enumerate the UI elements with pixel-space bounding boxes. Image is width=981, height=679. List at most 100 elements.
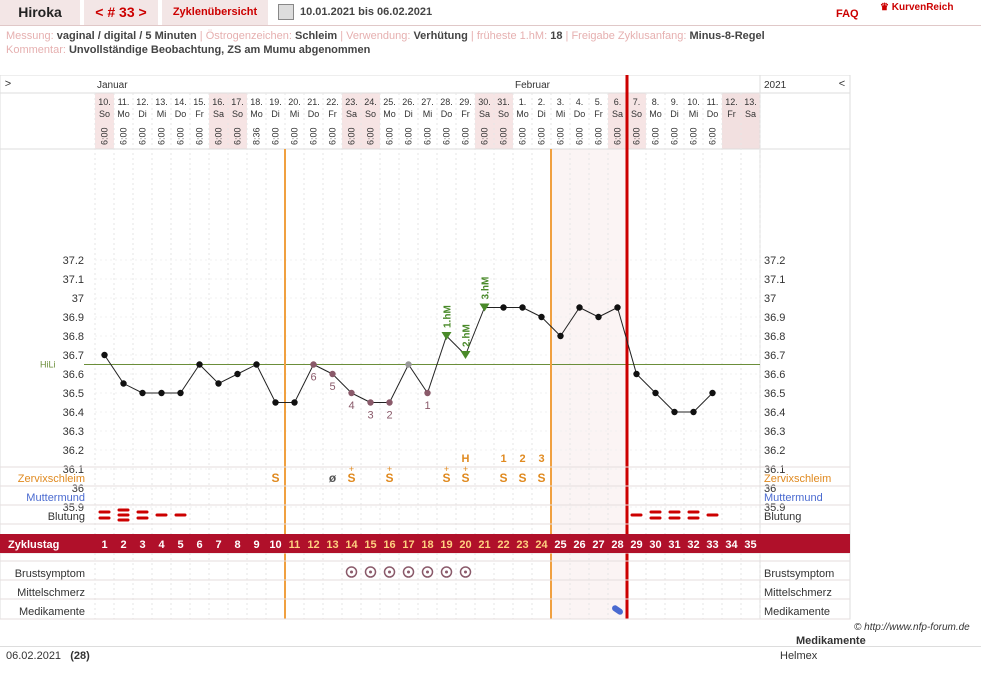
cycle-day-number: 20 [459, 539, 471, 551]
y-tick-right: 36.6 [764, 369, 785, 381]
temp-point[interactable] [367, 399, 374, 406]
y-tick-right: 36.9 [764, 312, 785, 324]
temp-point[interactable] [557, 332, 564, 340]
temp-point[interactable] [709, 389, 716, 397]
temp-point[interactable] [139, 389, 146, 397]
day-weekday: Do [441, 109, 453, 119]
temp-point[interactable] [671, 408, 678, 416]
row-label-right-meds: Medikamente [764, 606, 830, 618]
brand-logo[interactable]: ♛ KurvenReich [880, 2, 954, 13]
day-date: 26. [402, 97, 415, 107]
y-tick-left: 36.4 [63, 407, 84, 419]
y-tick-right: 37 [764, 293, 776, 305]
temp-point[interactable] [519, 304, 526, 311]
meta-line-2: Kommentar: Unvollständige Beobachtung, Z… [6, 44, 370, 56]
temp-point[interactable] [538, 313, 545, 321]
cycle-day-number: 11 [289, 539, 301, 551]
temp-point[interactable] [196, 361, 203, 368]
temp-point[interactable] [595, 313, 602, 321]
temp-point[interactable] [272, 399, 279, 406]
temp-point[interactable] [310, 361, 317, 368]
cycle-navigation[interactable]: < # 33 > [84, 0, 158, 25]
cervix-mark: 3 [538, 453, 544, 465]
temp-segment [218, 373, 238, 384]
mucus-plus: + [387, 464, 392, 474]
bleeding-mark [649, 510, 662, 514]
date-range: 10.01.2021 bis 06.02.2021 [300, 6, 433, 18]
measure-time: 6:00 [271, 127, 281, 145]
usage-value: Verhütung [413, 30, 468, 42]
temp-point[interactable] [690, 408, 697, 416]
breast-symptom-dot [388, 570, 391, 574]
temp-segment [522, 307, 542, 318]
row-label-right-bleeding: Blutung [764, 511, 801, 523]
day-date: 20. [288, 97, 301, 107]
day-weekday: Do [308, 109, 320, 119]
temp-point[interactable] [576, 304, 583, 311]
copyright[interactable]: © http://www.nfp-forum.de [854, 622, 970, 633]
cycle-day-number: 33 [706, 539, 718, 551]
row-label-breast: Brustsymptom [15, 568, 85, 580]
page-title: Hiroka [0, 0, 80, 25]
day-date: 31. [497, 97, 510, 107]
temp-point[interactable] [405, 361, 412, 368]
low-number: 4 [348, 400, 354, 412]
temp-point[interactable] [500, 304, 507, 311]
temp-point[interactable] [614, 304, 621, 311]
weekend-shade [228, 93, 247, 149]
temp-point[interactable] [215, 380, 222, 387]
temp-point[interactable] [633, 370, 640, 378]
measure-time: 6:00 [518, 127, 528, 145]
day-weekday: Mi [423, 109, 433, 119]
high-temp-marker[interactable] [441, 332, 452, 340]
mucus-symbol: ø [329, 471, 337, 485]
day-date: 27. [421, 97, 434, 107]
y-tick-left: 36.8 [63, 331, 84, 343]
measure-time: 6:00 [214, 127, 224, 145]
day-weekday: Do [574, 109, 586, 119]
breast-symptom-dot [464, 570, 467, 574]
temp-segment [313, 364, 333, 375]
y-tick-left: 36.9 [63, 312, 84, 324]
measure-time: 6:00 [423, 127, 433, 145]
bleeding-mark [98, 510, 111, 514]
measure-time: 6:00 [575, 127, 585, 145]
temp-point[interactable] [329, 370, 336, 378]
cycle-day-number: 24 [535, 539, 548, 551]
temp-point[interactable] [348, 389, 355, 397]
day-date: 16. [212, 97, 225, 107]
row-label-cervix: Muttermund [26, 492, 85, 504]
high-temp-marker[interactable] [460, 351, 471, 359]
day-weekday: Sa [612, 109, 623, 119]
day-date: 7. [633, 97, 641, 107]
bleeding-mark [668, 516, 681, 520]
day-weekday: Fr [594, 109, 603, 119]
day-date: 6. [614, 97, 622, 107]
temp-point[interactable] [291, 399, 298, 406]
faq-link[interactable]: FAQ [836, 8, 859, 20]
temp-point[interactable] [253, 361, 260, 368]
day-weekday: Sa [479, 109, 490, 119]
day-date: 9. [671, 97, 679, 107]
printer-icon[interactable] [278, 4, 294, 20]
cycle-day-number: 7 [215, 539, 221, 551]
cycle-day-number: 23 [516, 539, 528, 551]
high-temp-marker[interactable] [479, 303, 490, 312]
y-tick-right: 37.1 [764, 274, 785, 286]
temp-point[interactable] [101, 351, 108, 359]
day-weekday: Mi [556, 109, 566, 119]
cycle-day-number: 27 [592, 539, 604, 551]
temp-point[interactable] [120, 380, 127, 387]
temp-point[interactable] [158, 389, 165, 397]
temp-point[interactable] [177, 389, 184, 397]
measure-time: 6:00 [290, 127, 300, 145]
mucus-symbol: S [442, 471, 450, 485]
temp-point[interactable] [234, 370, 241, 378]
temp-point[interactable] [386, 399, 393, 406]
estrogen-label: Östrogenzeichen: [205, 30, 292, 42]
day-weekday: Di [537, 109, 546, 119]
temp-point[interactable] [652, 389, 659, 397]
temp-point[interactable] [424, 389, 431, 397]
day-weekday: Sa [213, 109, 224, 119]
tab-cycle-overview[interactable]: Zyklenübersicht [162, 0, 268, 25]
